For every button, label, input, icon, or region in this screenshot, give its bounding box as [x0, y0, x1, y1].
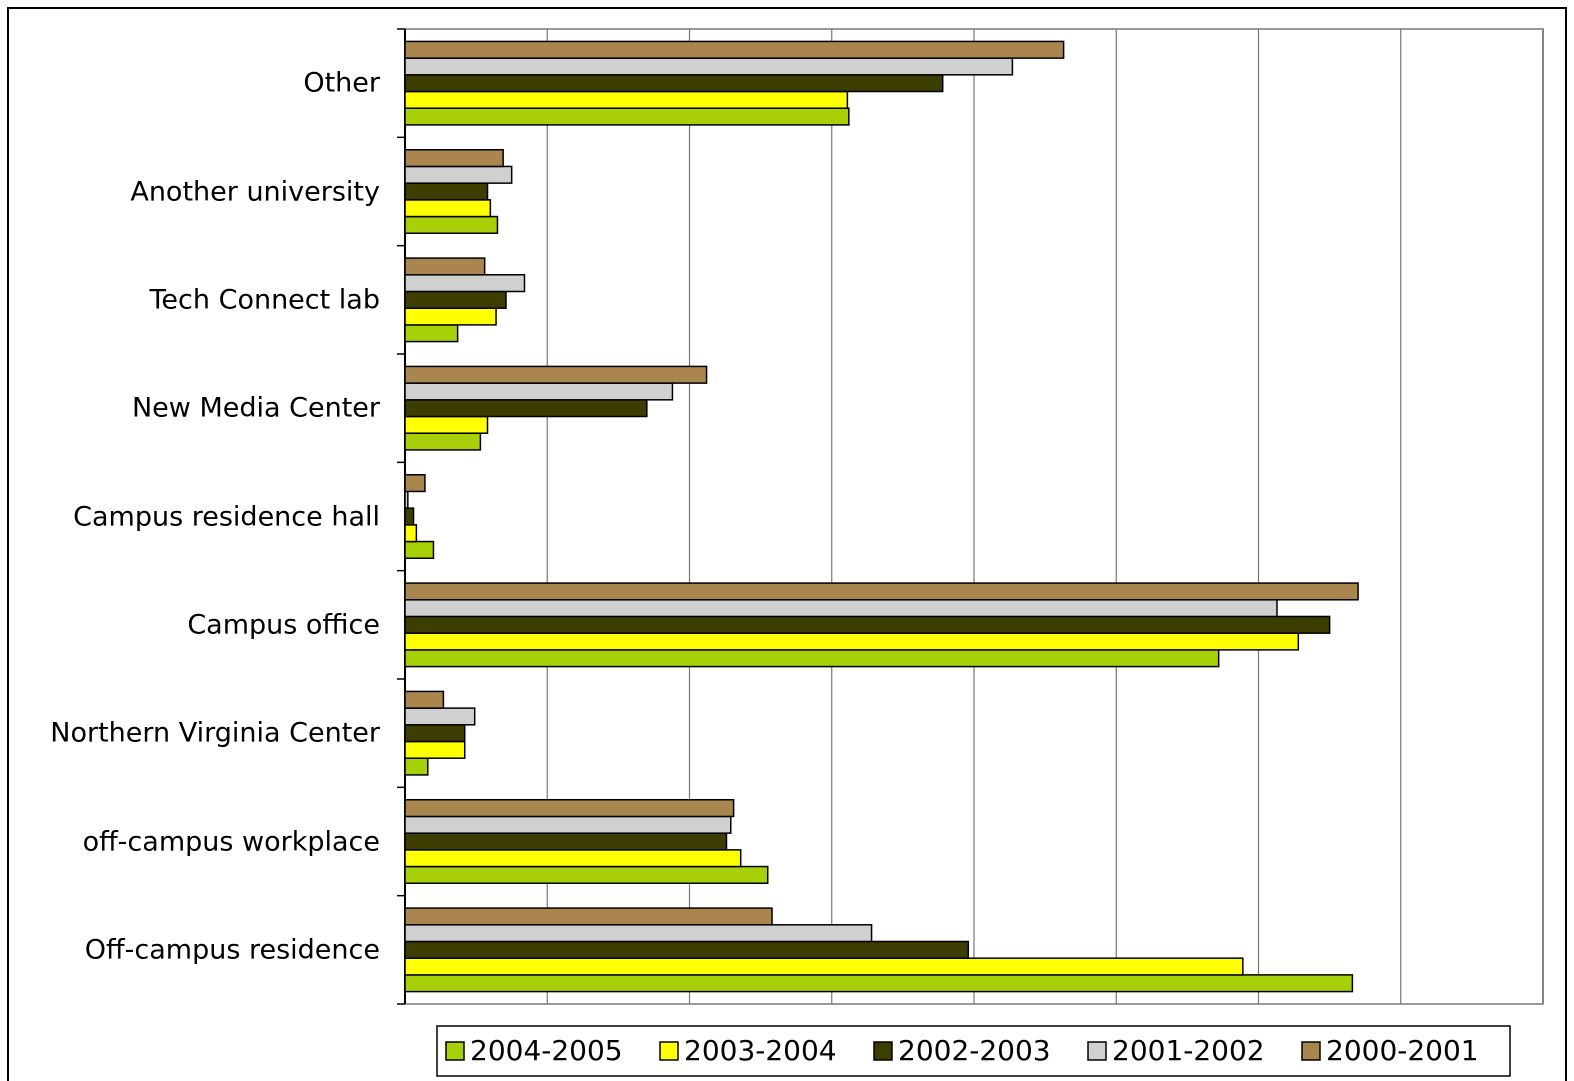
- legend-swatch: [873, 1041, 893, 1061]
- bar: [404, 940, 970, 959]
- bar: [404, 199, 492, 218]
- y-tick-label: New Media Center: [131, 392, 380, 424]
- bar: [404, 432, 482, 451]
- bar: [404, 957, 1244, 976]
- bar: [404, 599, 1278, 618]
- bar: [404, 165, 513, 184]
- bar: [404, 290, 507, 309]
- y-tick-label: Northern Virginia Center: [50, 717, 380, 749]
- y-tick-label: Off-campus residence: [84, 934, 380, 966]
- legend-label: 2004-2005: [470, 1034, 623, 1067]
- bar: [404, 632, 1300, 651]
- bar: [404, 707, 476, 726]
- bar: [404, 582, 1359, 601]
- bar: [404, 399, 648, 418]
- y-tick-label: Tech Connect lab: [149, 284, 380, 316]
- y-tick-label: off-campus workplace: [82, 826, 380, 857]
- bar: [404, 524, 418, 543]
- legend-swatch: [659, 1041, 679, 1061]
- legend-swatch: [1301, 1041, 1321, 1061]
- bar: [404, 490, 409, 509]
- bar: [404, 540, 435, 559]
- bar: [404, 57, 1014, 76]
- bar: [404, 924, 873, 943]
- y-tick-label: Campus office: [187, 609, 380, 641]
- legend-box: [436, 1025, 1511, 1077]
- bar: [404, 107, 850, 126]
- bar: [404, 649, 1220, 668]
- y-tick-label: Another university: [130, 176, 380, 207]
- bar: [404, 799, 735, 818]
- chart-border: [7, 7, 1567, 1081]
- bar: [404, 257, 486, 276]
- bar: [404, 74, 944, 93]
- bar: [404, 849, 742, 868]
- legend-label: 2000-2001: [1326, 1034, 1479, 1067]
- bar: [404, 740, 466, 759]
- bar: [404, 907, 773, 926]
- bar: [404, 815, 732, 834]
- bar: [404, 724, 466, 743]
- y-tick-label: Other: [303, 67, 380, 99]
- y-tick-label: Campus residence hall: [73, 501, 380, 532]
- bar: [404, 365, 708, 384]
- bar: [404, 307, 497, 326]
- bar: [404, 324, 459, 343]
- legend-swatch: [445, 1041, 465, 1061]
- legend-label: 2002-2003: [898, 1034, 1051, 1067]
- bar: [404, 865, 769, 884]
- bar: [404, 215, 499, 235]
- bar: [404, 382, 674, 401]
- bar: [404, 90, 849, 109]
- bar: [404, 615, 1331, 634]
- bar: [404, 415, 489, 434]
- legend-label: 2001-2002: [1112, 1034, 1265, 1067]
- bar: [404, 474, 426, 493]
- bar: [404, 832, 728, 851]
- bar: [404, 149, 504, 168]
- bar: [404, 690, 445, 709]
- legend-swatch: [1087, 1041, 1107, 1061]
- bar: [404, 757, 429, 776]
- bar: [404, 40, 1065, 59]
- legend-label: 2003-2004: [684, 1034, 837, 1067]
- bar: [404, 974, 1354, 993]
- bar: [404, 182, 489, 201]
- bar: [404, 274, 526, 293]
- bar: [404, 507, 415, 526]
